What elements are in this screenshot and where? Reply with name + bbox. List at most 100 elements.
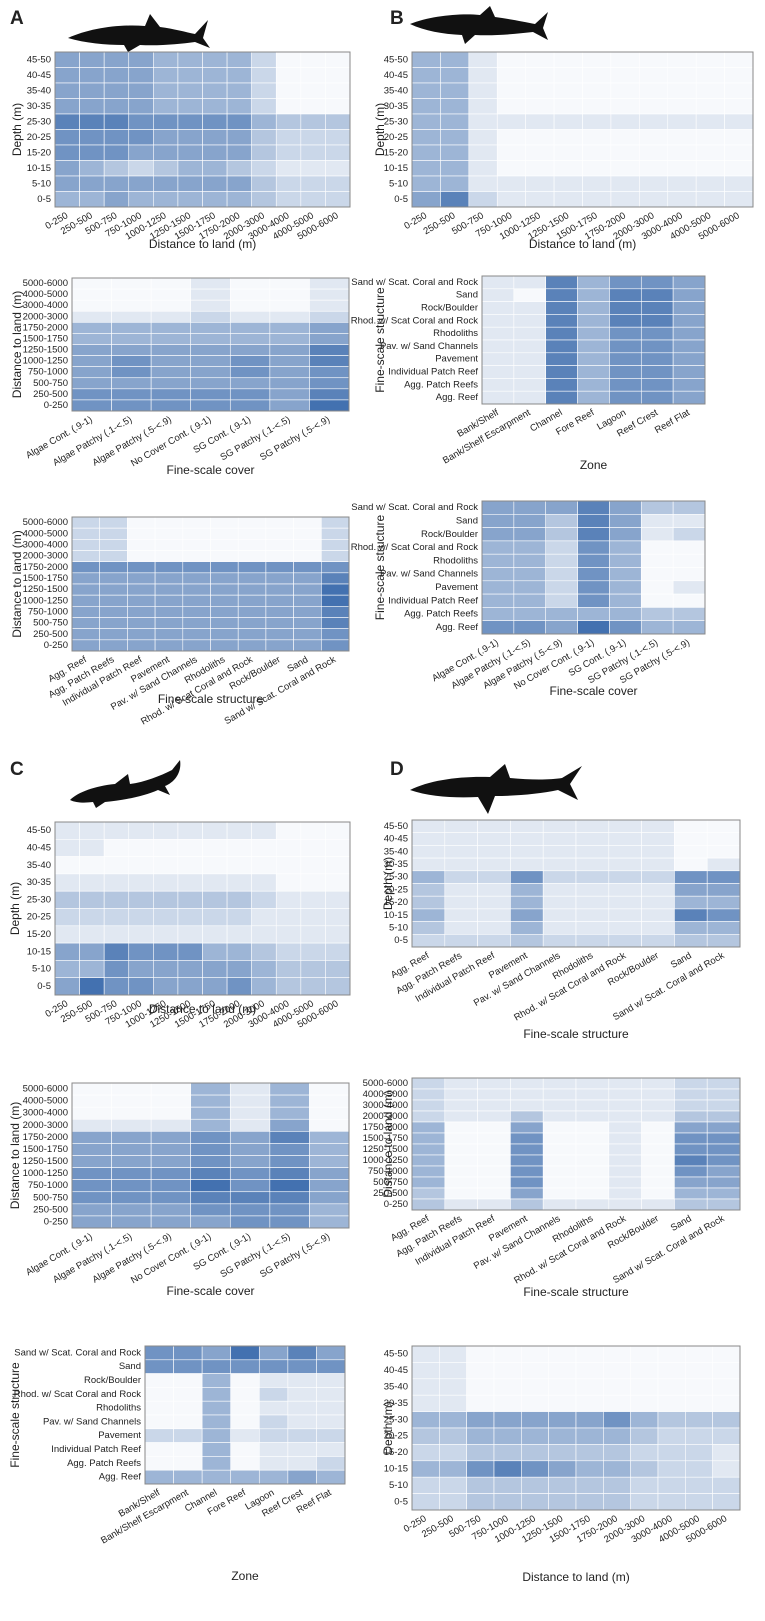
heat-cell xyxy=(609,580,642,595)
y-axis-title: Depth (m) xyxy=(8,882,22,935)
heat-cell xyxy=(674,832,708,846)
heat-cell xyxy=(190,1094,231,1108)
heat-cell xyxy=(674,845,708,859)
heat-cell xyxy=(54,960,80,979)
heat-cell xyxy=(190,388,231,401)
heat-cell xyxy=(548,1476,577,1494)
heat-cell xyxy=(548,1493,577,1511)
heat-cell xyxy=(481,352,515,366)
heat-cell xyxy=(150,388,192,401)
heat-cell xyxy=(575,1099,610,1112)
heat-cell xyxy=(226,890,252,909)
heat-cell xyxy=(553,51,583,68)
y-tick-label: Pavement xyxy=(98,1430,141,1441)
heat-cell xyxy=(293,561,322,574)
heat-cell xyxy=(545,540,578,555)
heat-cell xyxy=(685,1362,713,1380)
heat-cell xyxy=(325,890,351,909)
y-tick-label: 1750-2000 xyxy=(363,1122,408,1133)
heat-cell xyxy=(54,873,80,892)
heat-cell xyxy=(103,160,130,177)
heat-cell xyxy=(641,1187,675,1200)
heat-cell xyxy=(712,1493,741,1511)
heat-cell xyxy=(230,1400,260,1416)
heat-cell xyxy=(545,275,578,290)
heat-cell xyxy=(99,527,128,540)
heat-cell xyxy=(674,1165,708,1178)
heat-cell xyxy=(325,113,351,130)
x-axis-title: Fine-scale structure xyxy=(158,692,264,706)
heat-cell xyxy=(201,1359,232,1374)
heat-cell xyxy=(300,873,326,892)
heat-cell xyxy=(411,113,441,130)
heat-cell xyxy=(226,113,252,130)
heat-cell xyxy=(210,639,239,652)
heat-cell xyxy=(493,1427,522,1445)
heat-cell xyxy=(127,606,156,618)
heat-cell xyxy=(724,113,754,130)
heat-cell xyxy=(309,399,350,412)
heat-cell xyxy=(411,1088,446,1101)
heat-cell xyxy=(210,516,239,529)
heat-cell xyxy=(190,377,231,390)
y-tick-label: 35-40 xyxy=(27,85,51,96)
heat-cell xyxy=(230,1428,260,1443)
heat-cell xyxy=(150,1155,192,1168)
heat-cell xyxy=(553,82,583,99)
heat-cell xyxy=(510,845,544,859)
y-tick-label: Rhodoliths xyxy=(433,328,478,339)
heat-cell xyxy=(229,399,271,412)
y-tick-label: 750-1000 xyxy=(28,1180,68,1191)
heat-cell xyxy=(411,67,441,84)
heat-cell xyxy=(128,113,154,130)
heat-cell xyxy=(251,838,277,857)
heat-cell xyxy=(521,1444,549,1462)
heat-cell xyxy=(641,1176,675,1189)
heat-cell xyxy=(127,527,156,540)
heat-cell xyxy=(300,113,326,130)
heat-cell xyxy=(103,191,130,208)
shark-c xyxy=(70,760,181,808)
heat-cell xyxy=(153,129,179,146)
heat-cell xyxy=(269,277,310,290)
y-tick-label: Individual Patch Reef xyxy=(51,1444,141,1455)
heat-cell xyxy=(575,908,610,922)
heat-cell xyxy=(496,82,526,99)
heat-cell xyxy=(513,500,547,515)
heat-cell xyxy=(712,1444,741,1462)
heat-cell xyxy=(309,322,350,334)
heat-cell xyxy=(201,1387,232,1402)
heat-cell xyxy=(610,175,640,192)
heat-cell xyxy=(79,908,105,927)
heat-cell xyxy=(71,366,112,379)
y-tick-label: Sand w/ Scat. Coral and Rock xyxy=(351,277,478,288)
heat-cell xyxy=(99,606,128,618)
heat-cell xyxy=(201,1469,232,1485)
heat-cell xyxy=(641,921,675,935)
heat-cell xyxy=(320,550,350,562)
heat-cell xyxy=(609,620,642,635)
heat-cell xyxy=(610,67,640,84)
heat-cell xyxy=(320,572,350,585)
heat-cell xyxy=(153,942,179,961)
heat-cell xyxy=(229,1167,271,1180)
y-tick-label: 40-45 xyxy=(27,842,51,853)
heat-cell xyxy=(609,553,642,568)
heat-cell xyxy=(525,98,555,115)
y-tick-label: 0-5 xyxy=(394,1496,408,1507)
heat-cell xyxy=(154,561,184,574)
heat-cell xyxy=(411,1176,446,1189)
heat-cell xyxy=(201,1414,232,1430)
heat-cell xyxy=(493,1345,522,1363)
heat-cell xyxy=(325,144,351,161)
heat-cell xyxy=(466,1411,495,1429)
heat-cell xyxy=(674,1176,708,1189)
heat-cell xyxy=(513,593,547,608)
heat-cell xyxy=(150,399,192,412)
heat-cell xyxy=(258,1414,289,1430)
heat-cell xyxy=(251,144,277,161)
heat-cell xyxy=(667,144,697,161)
heat-cell xyxy=(287,1373,317,1388)
